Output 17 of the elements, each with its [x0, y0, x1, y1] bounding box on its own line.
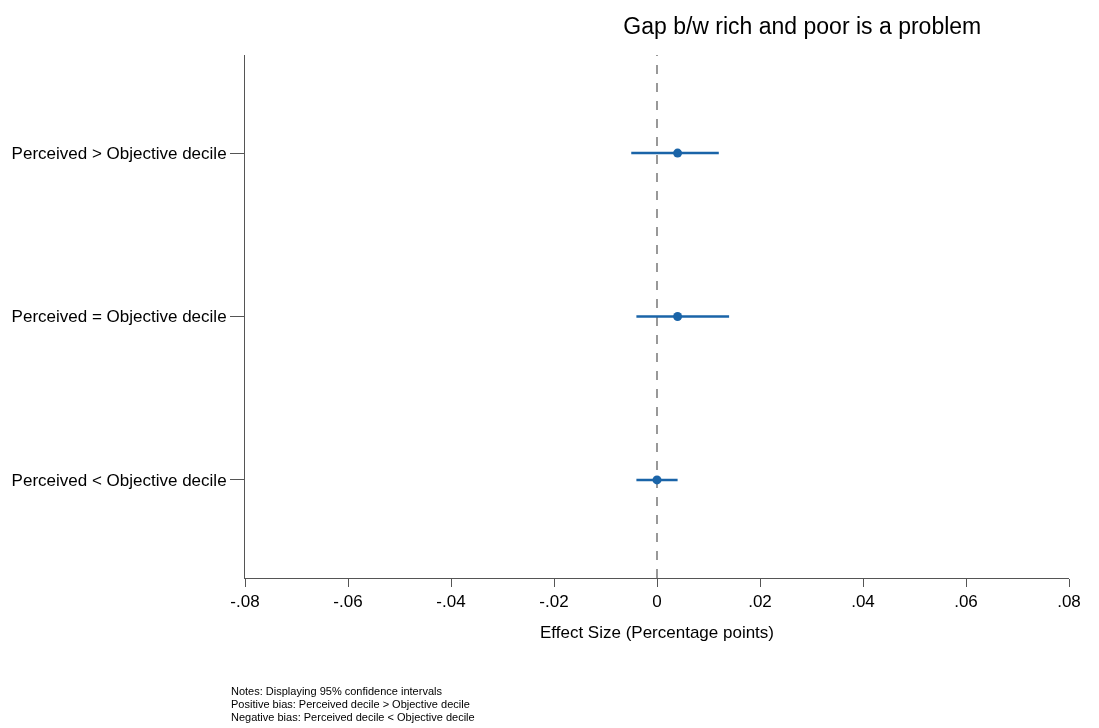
x-axis-title: Effect Size (Percentage points)	[539, 622, 775, 642]
text: Positive bias: Perceived decile > Objective decile	[231, 698, 470, 710]
x-tick-label: -.06	[333, 592, 363, 612]
x-tick-label: -.08	[230, 592, 260, 612]
x-tick-label: 0	[652, 592, 662, 612]
text: Notes: Displaying 95% confidence intervals	[231, 685, 443, 697]
x-tick-label: -.02	[539, 592, 569, 612]
x-tick-label: -.04	[436, 592, 466, 612]
y-tick-label: Perceived = Objective decile	[11, 307, 227, 327]
text: Negative bias: Perceived decile < Objective decile	[231, 711, 475, 723]
chart-title: Gap b/w rich and poor is a problem	[623, 13, 982, 40]
x-tick-label: .04	[851, 592, 875, 612]
x-tick-label: .08	[1057, 592, 1081, 612]
y-tick-label: Perceived < Objective decile	[11, 470, 227, 490]
x-tick-label: .02	[748, 592, 772, 612]
x-tick-label: .06	[954, 592, 978, 612]
y-tick-label: Perceived > Objective decile	[11, 144, 227, 164]
